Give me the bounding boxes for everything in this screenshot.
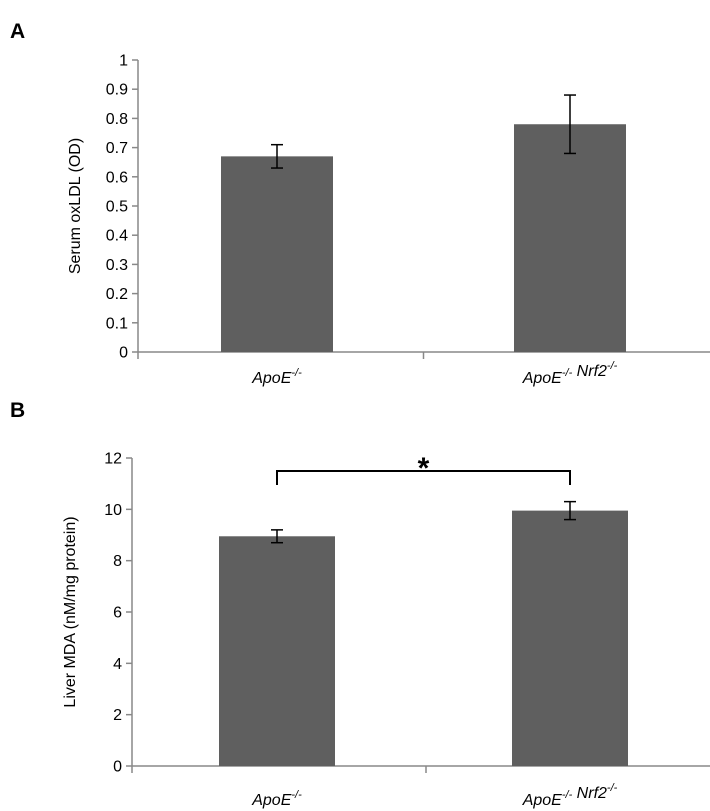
y-tick-label: 0.4 — [106, 228, 128, 245]
significance-bracket — [276, 470, 571, 485]
y-tick-label: 0.2 — [106, 286, 128, 303]
y-tick-label: 8 — [113, 553, 122, 570]
significance-star: * — [418, 452, 430, 485]
category-label: ApoE-/- — [251, 789, 302, 809]
y-tick-label: 4 — [113, 656, 122, 673]
chart-panel-a: A 0 0.1 0.2 0.3 0.4 0.5 0.6 0.7 0.8 0.9 1 Serum oxLD… — [10, 20, 710, 387]
y-axis-label: Liver MDA (nM/mg protein) — [62, 516, 79, 707]
bar — [221, 156, 333, 352]
chart-panel-b: B 0 2 4 6 8 10 12 Liver MDA (nM/mg protein) ApoE-… — [10, 399, 710, 809]
y-tick-label: 0.9 — [106, 82, 128, 99]
y-tick-label: 12 — [104, 451, 122, 468]
y-tick-label: 0.7 — [106, 140, 128, 157]
y-tick-label: 0.3 — [106, 257, 128, 274]
y-tick-label: 0.1 — [106, 315, 128, 332]
panel-letter: A — [10, 20, 25, 43]
y-tick-label: 0 — [113, 759, 122, 776]
y-tick-label: 6 — [113, 605, 122, 622]
category-label: ApoE-/- Nrf2-/- — [522, 360, 618, 387]
y-tick-label: 0 — [119, 345, 128, 362]
panel-letter: B — [10, 399, 25, 422]
y-axis-label: Serum oxLDL (OD) — [67, 138, 84, 274]
y-tick-label: 0.6 — [106, 169, 128, 186]
y-tick-label: 10 — [104, 502, 122, 519]
y-tick-label: 2 — [113, 707, 122, 724]
y-tick-label: 0.8 — [106, 111, 128, 128]
y-tick-label: 1 — [119, 53, 128, 70]
bar — [219, 536, 335, 766]
bar — [514, 124, 626, 353]
y-tick-label: 0.5 — [106, 199, 128, 216]
category-label: ApoE-/- Nrf2-/- — [522, 782, 618, 809]
category-label: ApoE-/- — [251, 367, 302, 387]
bar — [512, 510, 628, 766]
